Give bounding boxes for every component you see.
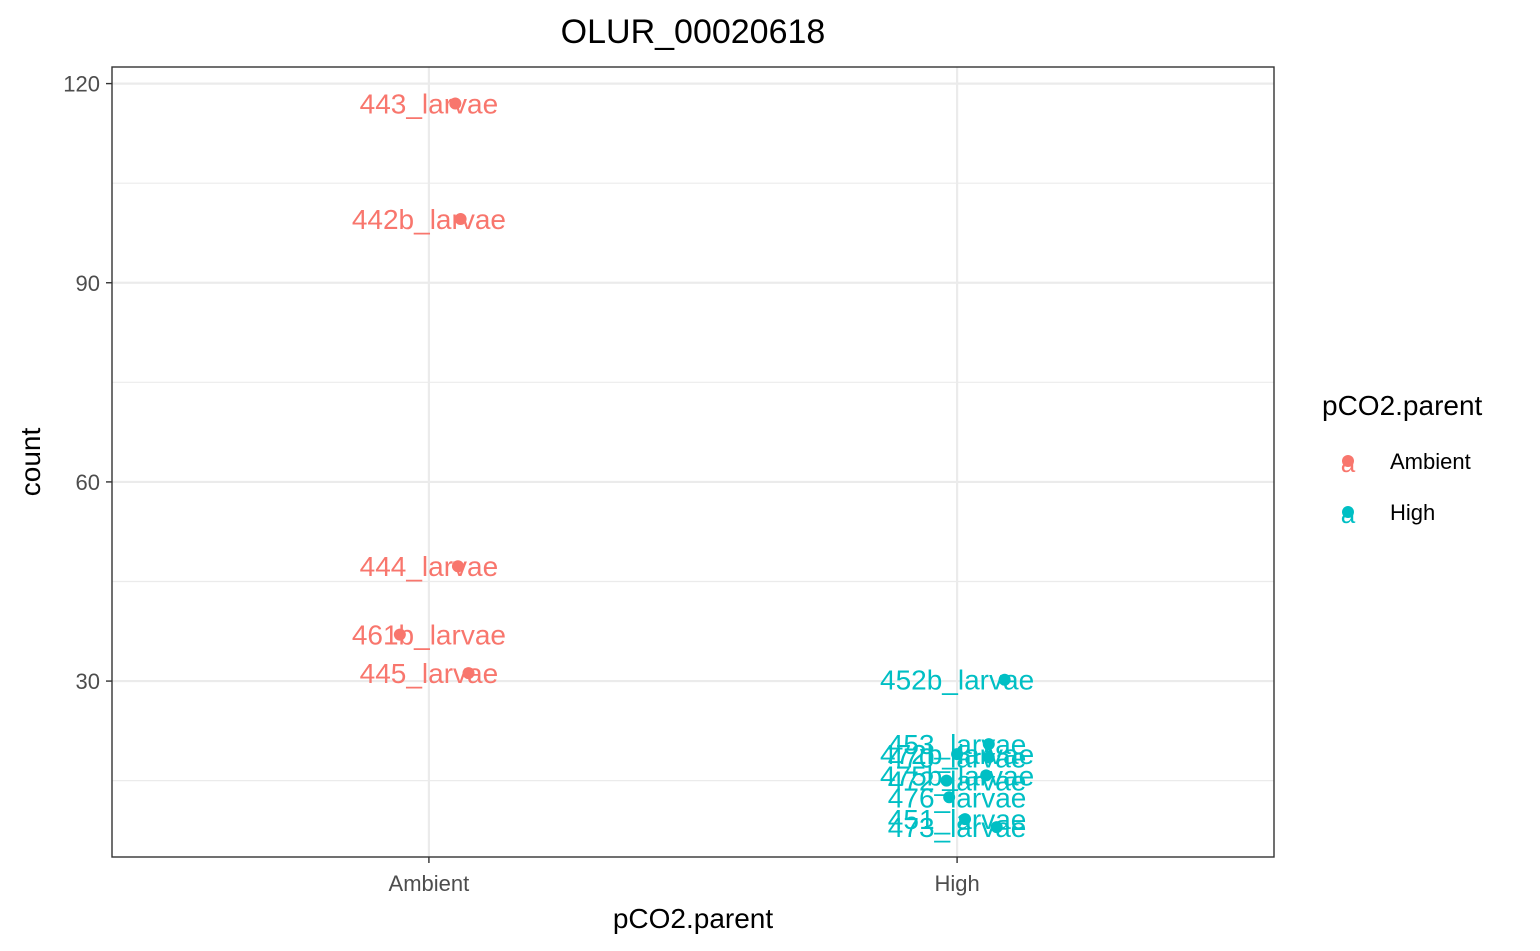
data-point-label: 472b_larvae	[880, 739, 1034, 770]
legend-label: Ambient	[1390, 449, 1471, 474]
plot-panel	[112, 67, 1274, 857]
legend-label: High	[1390, 500, 1435, 525]
data-point-label: 451_larvae	[888, 804, 1027, 835]
data-point-label: 442b_larvae	[352, 204, 506, 235]
data-point-label: 453_larvae	[888, 729, 1027, 760]
y-tick-label: 90	[76, 271, 100, 296]
data-point	[451, 560, 464, 573]
data-point	[990, 821, 1003, 834]
data-point-label: 444_larvae	[360, 551, 499, 582]
legend-key-point	[1342, 506, 1354, 518]
data-point	[449, 97, 462, 110]
x-tick-label: High	[934, 871, 979, 896]
data-point-label: 476_larvae	[888, 782, 1027, 813]
data-point	[462, 667, 475, 680]
legend: pCO2.parent aAmbientaHigh	[1322, 390, 1483, 529]
data-point	[980, 769, 993, 782]
data-point	[951, 748, 964, 761]
data-point-label: 452b_larvae	[880, 665, 1034, 696]
data-point	[940, 774, 953, 787]
y-tick-label: 30	[76, 669, 100, 694]
chart-title: OLUR_00020618	[561, 13, 826, 51]
data-point-label: 473_larvae	[888, 812, 1027, 843]
panel-background	[112, 67, 1274, 857]
data-points	[393, 97, 1011, 834]
data-point	[943, 791, 956, 804]
data-point-label: 470_larvae	[888, 742, 1027, 773]
data-point	[982, 751, 995, 764]
grid-lines	[112, 67, 1274, 857]
y-tick-label: 120	[63, 72, 100, 97]
x-axis: Ambient High	[389, 857, 980, 896]
x-tick-label: Ambient	[389, 871, 470, 896]
panel-border	[111, 66, 1275, 858]
data-point-labels: 443_larvae 442b_larvae 444_larvae 461b_larv…	[352, 89, 1034, 844]
data-point-label: 445_larvae	[360, 658, 499, 689]
data-point-label: 472_larvae	[888, 766, 1027, 797]
data-point-label: 475b_larvae	[880, 760, 1034, 791]
y-axis-title: count	[15, 428, 46, 497]
legend-title: pCO2.parent	[1322, 390, 1483, 421]
y-tick-label: 60	[76, 470, 100, 495]
data-point	[454, 213, 467, 226]
data-point-label: 461b_larvae	[352, 620, 506, 651]
data-point	[982, 738, 995, 751]
data-point	[393, 628, 406, 641]
data-point	[998, 673, 1011, 686]
legend-keys: aAmbientaHigh	[1341, 448, 1471, 529]
y-axis: 30 60 90 120	[63, 72, 112, 694]
x-axis-title: pCO2.parent	[613, 903, 774, 934]
legend-key-point	[1342, 455, 1354, 467]
data-point-label: 443_larvae	[360, 89, 499, 120]
data-point	[959, 813, 972, 826]
